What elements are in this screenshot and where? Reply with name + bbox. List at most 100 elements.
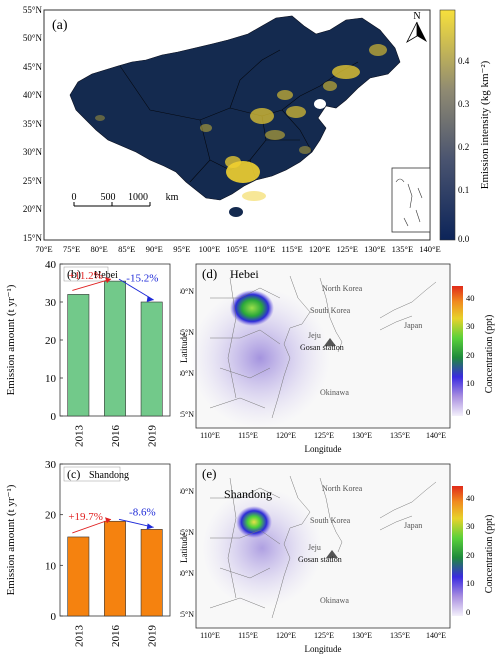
y-tick-label: 20: [45, 335, 57, 347]
colorbar-tick: 20: [466, 550, 475, 560]
panel-e-lon-labels: 110°E 115°E 120°E 125°E 130°E 135°E 140°…: [200, 631, 446, 640]
panel-a-colorbar-label: Emission intensity (kg km⁻²): [479, 60, 491, 189]
place-okinawa: Okinawa: [320, 596, 349, 605]
lat-label: 35°N: [23, 119, 43, 129]
panel-e-shandong-concentration: (e) Shandong North Korea South Korea Jap…: [177, 458, 500, 659]
panel-e-colorbar-label: Concentration (ppt): [484, 515, 495, 594]
lon-label: 130°E: [352, 631, 372, 640]
panel-e-colorbar-ticks: 40 30 20 10 0: [466, 493, 475, 617]
panel-a-colorbar-ticks: 0.4 0.3 0.2 0.1 0.0: [458, 56, 470, 244]
panel-e-colorbar: [452, 486, 463, 616]
place-jeju: Jeju: [308, 331, 321, 340]
place-north-korea: North Korea: [322, 484, 363, 493]
lon-label: 115°E: [238, 631, 258, 640]
bar: [104, 520, 126, 617]
colorbar-tick: 10: [466, 578, 475, 588]
place-japan: Japan: [404, 521, 422, 530]
lat-label: 25°N: [180, 410, 194, 419]
lon-label: 120°E: [309, 244, 331, 254]
panel-d-svg: (d) Hebei North Korea South Korea Japan …: [177, 263, 495, 454]
y-tick-label: 0: [51, 611, 57, 623]
y-tick-label: 10: [45, 373, 57, 385]
panel-e-ylabel: Latitude: [180, 533, 189, 563]
x-tick-label: 2016: [110, 425, 122, 448]
panel-e-label: (e): [202, 466, 216, 481]
panel-a-emission-map: N (a) 0 500 1000 km 55°N 50°N 45°N 40°N …: [0, 0, 500, 258]
colorbar-tick: 40: [466, 293, 475, 303]
panel-c-shandong-bars: (c) Shandong 0 10 20 30 2013 2016 2019 +19.7% -8…: [0, 458, 180, 659]
bar: [67, 294, 90, 417]
panel-b-label-box: [63, 266, 109, 282]
scale-tick-1000: 1000: [128, 192, 148, 203]
lon-label: 95°E: [173, 244, 190, 254]
bar: [140, 529, 163, 617]
panel-e-core: [236, 506, 272, 538]
panel-c-label-box: [63, 466, 121, 482]
decrease-arrowhead-icon: [146, 296, 154, 302]
panel-c-svg: (c) Shandong 0 10 20 30 2013 2016 2019 +19.7% -8…: [5, 459, 171, 648]
panel-d-lon-labels: 110°E 115°E 120°E 125°E 130°E 135°E 140°…: [200, 431, 446, 440]
change-label-2: -8.6%: [129, 506, 156, 518]
lat-label: 25°N: [180, 610, 194, 619]
panel-a-lat-labels: 55°N 50°N 45°N 40°N 35°N 30°N 25°N 20°N …: [23, 5, 43, 243]
panel-b-hebei-bars: (b) Hebei 0 10 20 30 40 2013 2016 2019 +11.2% -15…: [0, 258, 180, 458]
y-tick-label: 30: [45, 459, 57, 471]
increase-arrowhead-icon: [105, 517, 111, 524]
panel-e-plume: [202, 488, 322, 608]
colorbar-tick: 30: [466, 521, 475, 531]
lat-label: 35°N: [180, 528, 194, 537]
lat-label: 20°N: [23, 204, 43, 214]
place-south-korea: South Korea: [310, 306, 351, 315]
lat-label: 40°N: [23, 90, 43, 100]
panel-d-ylabel: Latitude: [180, 333, 189, 363]
bohai-sea: [314, 99, 326, 109]
x-tick-label: 2013: [73, 425, 85, 448]
place-gosan-station: Gosan station: [300, 343, 344, 352]
panel-e-region: Shandong: [224, 487, 272, 501]
china-landmass: [69, 15, 401, 201]
lat-label: 30°N: [180, 369, 194, 378]
panel-c-label: (c): [67, 467, 80, 481]
place-north-korea: North Korea: [322, 284, 363, 293]
lon-label: 125°E: [314, 431, 334, 440]
panel-a-colorbar: [439, 9, 456, 241]
lat-label: 30°N: [23, 147, 43, 157]
lon-label: 140°E: [426, 431, 446, 440]
lon-label: 110°E: [254, 244, 275, 254]
emission-hotspots: [95, 44, 387, 201]
lon-label: 110°E: [200, 431, 220, 440]
change-label-2: -15.2%: [126, 273, 158, 285]
panel-d-lat-labels: 40°N 35°N 30°N 25°N: [177, 287, 194, 419]
lon-label: 110°E: [200, 631, 220, 640]
colorbar-tick: 30: [466, 321, 475, 331]
panel-d-colorbar-label: Concentration (ppt): [484, 315, 495, 394]
panel-b-region: Hebei: [94, 270, 118, 281]
panel-b-svg: (b) Hebei 0 10 20 30 40 2013 2016 2019 +11.2% -15…: [5, 259, 171, 448]
increase-arrow: [72, 278, 112, 291]
bar: [67, 536, 90, 617]
gosan-marker-icon: [326, 550, 338, 558]
x-tick-label: 2013: [73, 625, 85, 648]
panel-d-colorbar: [452, 286, 463, 416]
colorbar-tick: 0: [466, 407, 470, 417]
place-gosan-station: Gosan station: [298, 555, 342, 564]
lat-label: 25°N: [23, 176, 43, 186]
panel-d-coastlines: [209, 275, 437, 419]
place-okinawa: Okinawa: [320, 388, 349, 397]
north-label: N: [413, 11, 420, 22]
lat-label: 40°N: [180, 487, 194, 496]
x-tick-label: 2016: [110, 625, 122, 648]
colorbar-tick: 40: [466, 493, 475, 503]
y-tick-label: 0: [51, 411, 57, 423]
panel-d-hebei-concentration: (d) Hebei North Korea South Korea Japan …: [177, 258, 500, 458]
panel-d-region: Hebei: [230, 267, 259, 281]
lat-label: 30°N: [180, 569, 194, 578]
lon-label: 80°E: [91, 244, 108, 254]
change-label-1: +11.2%: [69, 270, 103, 282]
panel-d-xlabel: Longitude: [305, 444, 342, 454]
panel-d-label: (d): [202, 266, 217, 281]
panel-a-lon-labels: 70°E 75°E 80°E 85°E 90°E 95°E 100°E 105°E 110°E 1…: [35, 244, 440, 254]
panel-b-bars: 0 10 20 30 40 2013 2016 2019 +11.2% -15.2%: [45, 259, 163, 448]
lon-label: 125°E: [336, 244, 358, 254]
y-tick-label: 10: [45, 560, 57, 572]
